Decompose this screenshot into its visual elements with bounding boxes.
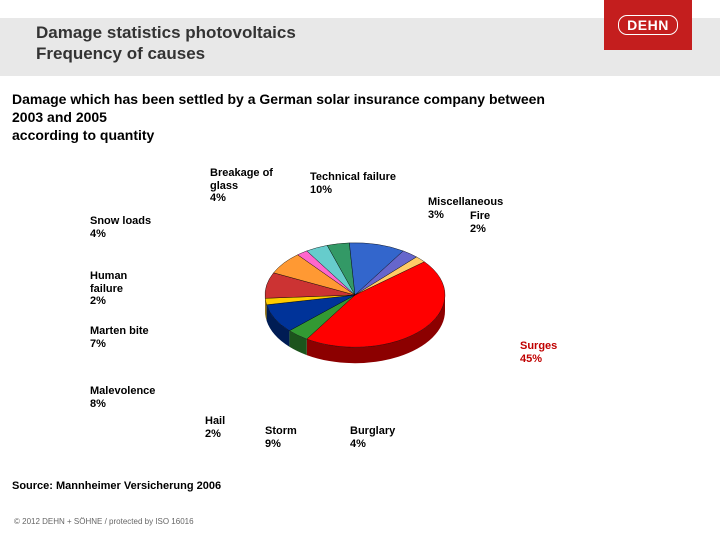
page-title-line2: Frequency of causes [36, 43, 296, 64]
pie-svg-wrap [245, 210, 465, 415]
slice-label: Breakage of glass 4% [210, 167, 273, 205]
subtitle-line2: 2003 and 2005 [12, 108, 545, 126]
slice-label: Marten bite 7% [90, 325, 149, 350]
slice-label: Surges 45% [520, 340, 557, 365]
slice-label: Storm 9% [265, 425, 297, 450]
slice-label: Snow loads 4% [90, 215, 151, 240]
subtitle: Damage which has been settled by a Germa… [12, 90, 545, 145]
slice-label: Miscellaneous 3% [428, 196, 503, 221]
logo: DEHN [604, 0, 692, 50]
copyright: © 2012 DEHN + SÖHNE / protected by ISO 1… [14, 517, 194, 526]
source-citation: Source: Mannheimer Versicherung 2006 [12, 480, 221, 492]
slice-label: Human failure 2% [90, 270, 127, 308]
slice-label: Hail 2% [205, 415, 225, 440]
pie-svg [245, 210, 465, 410]
subtitle-line1: Damage which has been settled by a Germa… [12, 90, 545, 108]
slice-label: Burglary 4% [350, 425, 395, 450]
slice-label: Technical failure 10% [310, 171, 396, 196]
title-block: Damage statistics photovoltaics Frequenc… [36, 22, 296, 65]
subtitle-line3: according to quantity [12, 126, 545, 144]
slice-label: Malevolence 8% [90, 385, 155, 410]
slice-label: Fire 2% [470, 210, 490, 235]
pie-chart: Surges 45% Burglary 4% Storm 9% Hail 2% Male… [70, 165, 630, 465]
logo-text: DEHN [618, 15, 678, 35]
page-title-line1: Damage statistics photovoltaics [36, 22, 296, 43]
